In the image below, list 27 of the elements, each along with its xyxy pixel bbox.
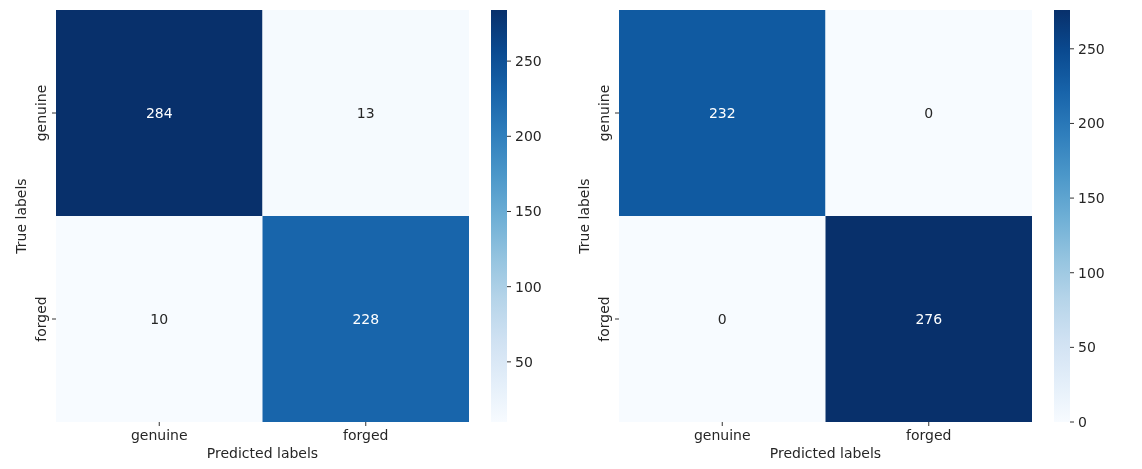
data-label: 13 bbox=[356, 104, 375, 121]
data-label: 0 bbox=[924, 104, 934, 121]
data-label: 232 bbox=[708, 104, 736, 121]
color-bar-label: 100 bbox=[1078, 264, 1105, 281]
color-bar-label: 200 bbox=[1078, 115, 1105, 132]
color-bar-label: 100 bbox=[515, 278, 542, 295]
color-bar-label: 50 bbox=[1078, 339, 1096, 356]
x-tick-label: genuine bbox=[130, 427, 188, 443]
color-bar-label: 150 bbox=[515, 203, 542, 220]
color-bar-label: 0 bbox=[1078, 413, 1087, 430]
x-axis-title: Predicted labels bbox=[769, 445, 882, 461]
x-tick-label: forged bbox=[906, 427, 952, 443]
data-label: 276 bbox=[915, 310, 943, 327]
color-bar-label: 150 bbox=[1078, 189, 1105, 206]
color-bar-label: 50 bbox=[515, 353, 533, 370]
data-label: 0 bbox=[717, 310, 727, 327]
y-axis-title: True labels bbox=[576, 178, 592, 255]
data-label: 10 bbox=[150, 310, 169, 327]
data-label: 228 bbox=[352, 310, 380, 327]
color-bar-label: 250 bbox=[1078, 40, 1105, 57]
x-axis-title: Predicted labels bbox=[206, 445, 319, 461]
y-axis-title: True labels bbox=[13, 178, 29, 255]
data-label: 284 bbox=[145, 104, 173, 121]
x-tick-label: forged bbox=[343, 427, 389, 443]
color-bar-label: 250 bbox=[515, 53, 542, 70]
color-bar-label: 200 bbox=[515, 128, 542, 145]
x-tick-label: genuine bbox=[693, 427, 751, 443]
